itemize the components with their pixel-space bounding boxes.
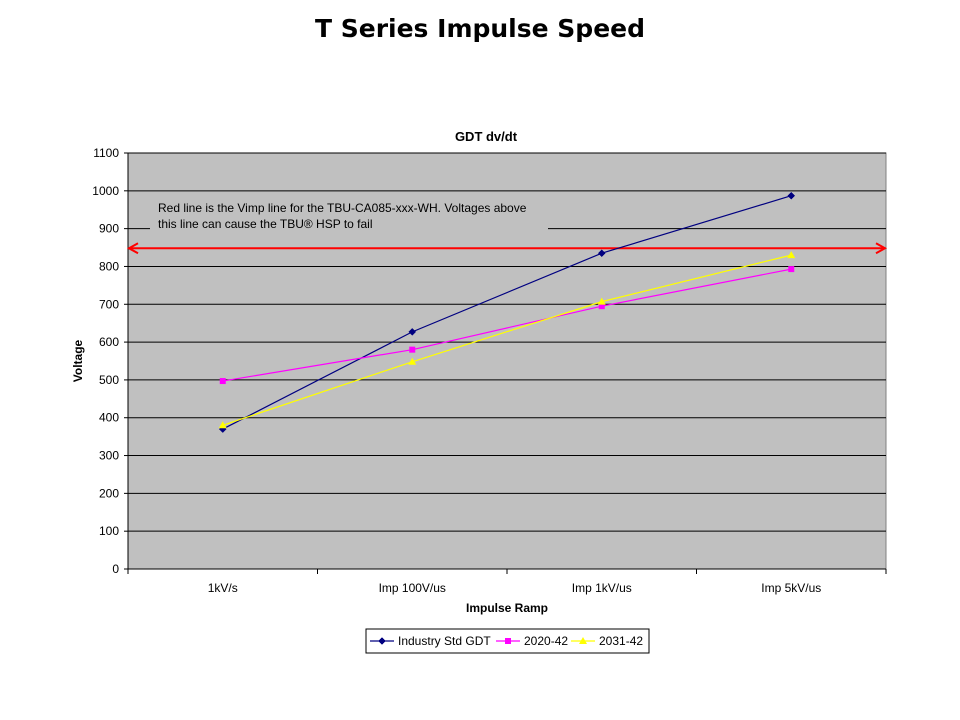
gridlines [128, 152, 886, 532]
legend-marker [378, 637, 386, 645]
data-point [597, 297, 606, 305]
data-point [408, 357, 417, 365]
y-tick-label: 200 [99, 486, 119, 500]
reference-line [126, 242, 888, 255]
y-tick-label: 700 [99, 297, 119, 311]
annotation-box: Red line is the Vimp line for the TBU-CA… [150, 196, 548, 232]
legend-item: Industry Std GDT [370, 634, 491, 648]
x-tick-label: Imp 100V/us [379, 581, 446, 595]
reference-arrow-right [875, 242, 888, 255]
data-point [788, 266, 795, 273]
series-3 [218, 251, 796, 429]
annotation-line-1: Red line is the Vimp line for the TBU-CA… [158, 201, 527, 215]
data-point [409, 346, 416, 353]
data-point [787, 191, 796, 200]
x-axis-ticks: 1kV/s Imp 100V/us Imp 1kV/us Imp 5kV/us [127, 569, 887, 595]
legend-item: 2031-42 [571, 634, 643, 648]
data-point [219, 378, 226, 385]
legend-marker [505, 638, 511, 644]
data-point [787, 251, 796, 259]
x-tick-label: 1kV/s [208, 581, 238, 595]
slide-title: T Series Impulse Speed [314, 14, 646, 43]
y-tick-label: 900 [99, 222, 119, 236]
y-axis-title: Voltage [71, 339, 85, 382]
x-tick-label: Imp 5kV/us [761, 581, 821, 595]
y-tick-label: 600 [99, 335, 119, 349]
y-tick-label: 1000 [92, 184, 119, 198]
x-axis-title: Impulse Ramp [466, 601, 548, 615]
y-tick-label: 100 [99, 524, 119, 538]
data-point [598, 303, 605, 310]
legend-label: 2031-42 [599, 634, 643, 648]
y-tick-label: 0 [112, 562, 119, 576]
annotation-background [150, 196, 548, 232]
series-line [222, 254, 792, 426]
legend-label: Industry Std GDT [398, 634, 491, 648]
y-tick-label: 1100 [93, 146, 119, 160]
y-axis-ticks: 0 100 200 300 400 500 600 700 800 900 1000 1100 [92, 146, 128, 576]
reference-arrow-left [126, 242, 139, 255]
y-tick-label: 800 [99, 259, 119, 273]
series-2 [219, 266, 795, 385]
y-tick-label: 500 [99, 373, 119, 387]
data-point [408, 328, 417, 336]
legend-item: 2020-42 [496, 634, 568, 648]
y-tick-label: 300 [99, 449, 119, 463]
data-point [218, 421, 227, 429]
y-tick-label: 400 [99, 411, 119, 425]
legend-marker [579, 637, 587, 644]
annotation-line-2: this line can cause the TBU® HSP to fail [158, 217, 373, 231]
legend: Industry Std GDT 2020-42 2031-42 [365, 628, 650, 654]
data-point [597, 249, 606, 258]
series-line [222, 268, 792, 382]
series-line [222, 195, 792, 430]
x-tick-label: Imp 1kV/us [572, 581, 632, 595]
legend-label: 2020-42 [524, 634, 568, 648]
chart-title: GDT dv/dt [455, 129, 518, 144]
series-group [218, 191, 796, 433]
